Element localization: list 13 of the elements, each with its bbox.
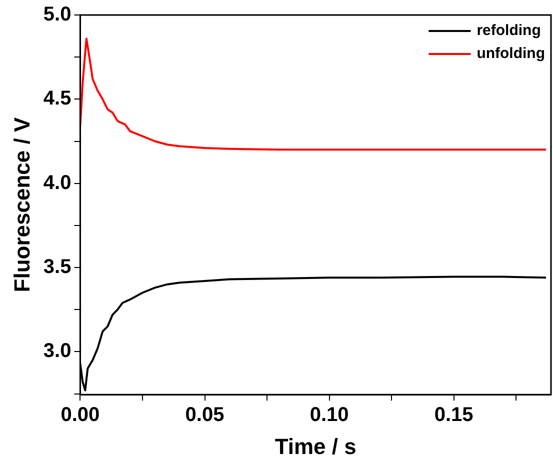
x-tick-label: 0.15 — [434, 404, 474, 426]
x-tick-label: 0.10 — [310, 404, 349, 426]
legend-label: refolding — [476, 22, 541, 40]
x-axis-title: Time / s — [274, 434, 356, 459]
y-axis-title: Fluorescence / V — [9, 117, 34, 292]
y-tick-label: 3.0 — [43, 340, 72, 362]
y-tick-label: 4.5 — [43, 88, 72, 110]
x-tick-label: 0.05 — [185, 404, 224, 426]
x-tick-label: 0.00 — [60, 404, 100, 426]
y-tick-label: 3.5 — [43, 256, 72, 278]
y-tick-label: 5.0 — [43, 4, 72, 26]
legend-label: unfolding — [476, 45, 546, 62]
y-tick-label: 4.0 — [43, 172, 72, 194]
